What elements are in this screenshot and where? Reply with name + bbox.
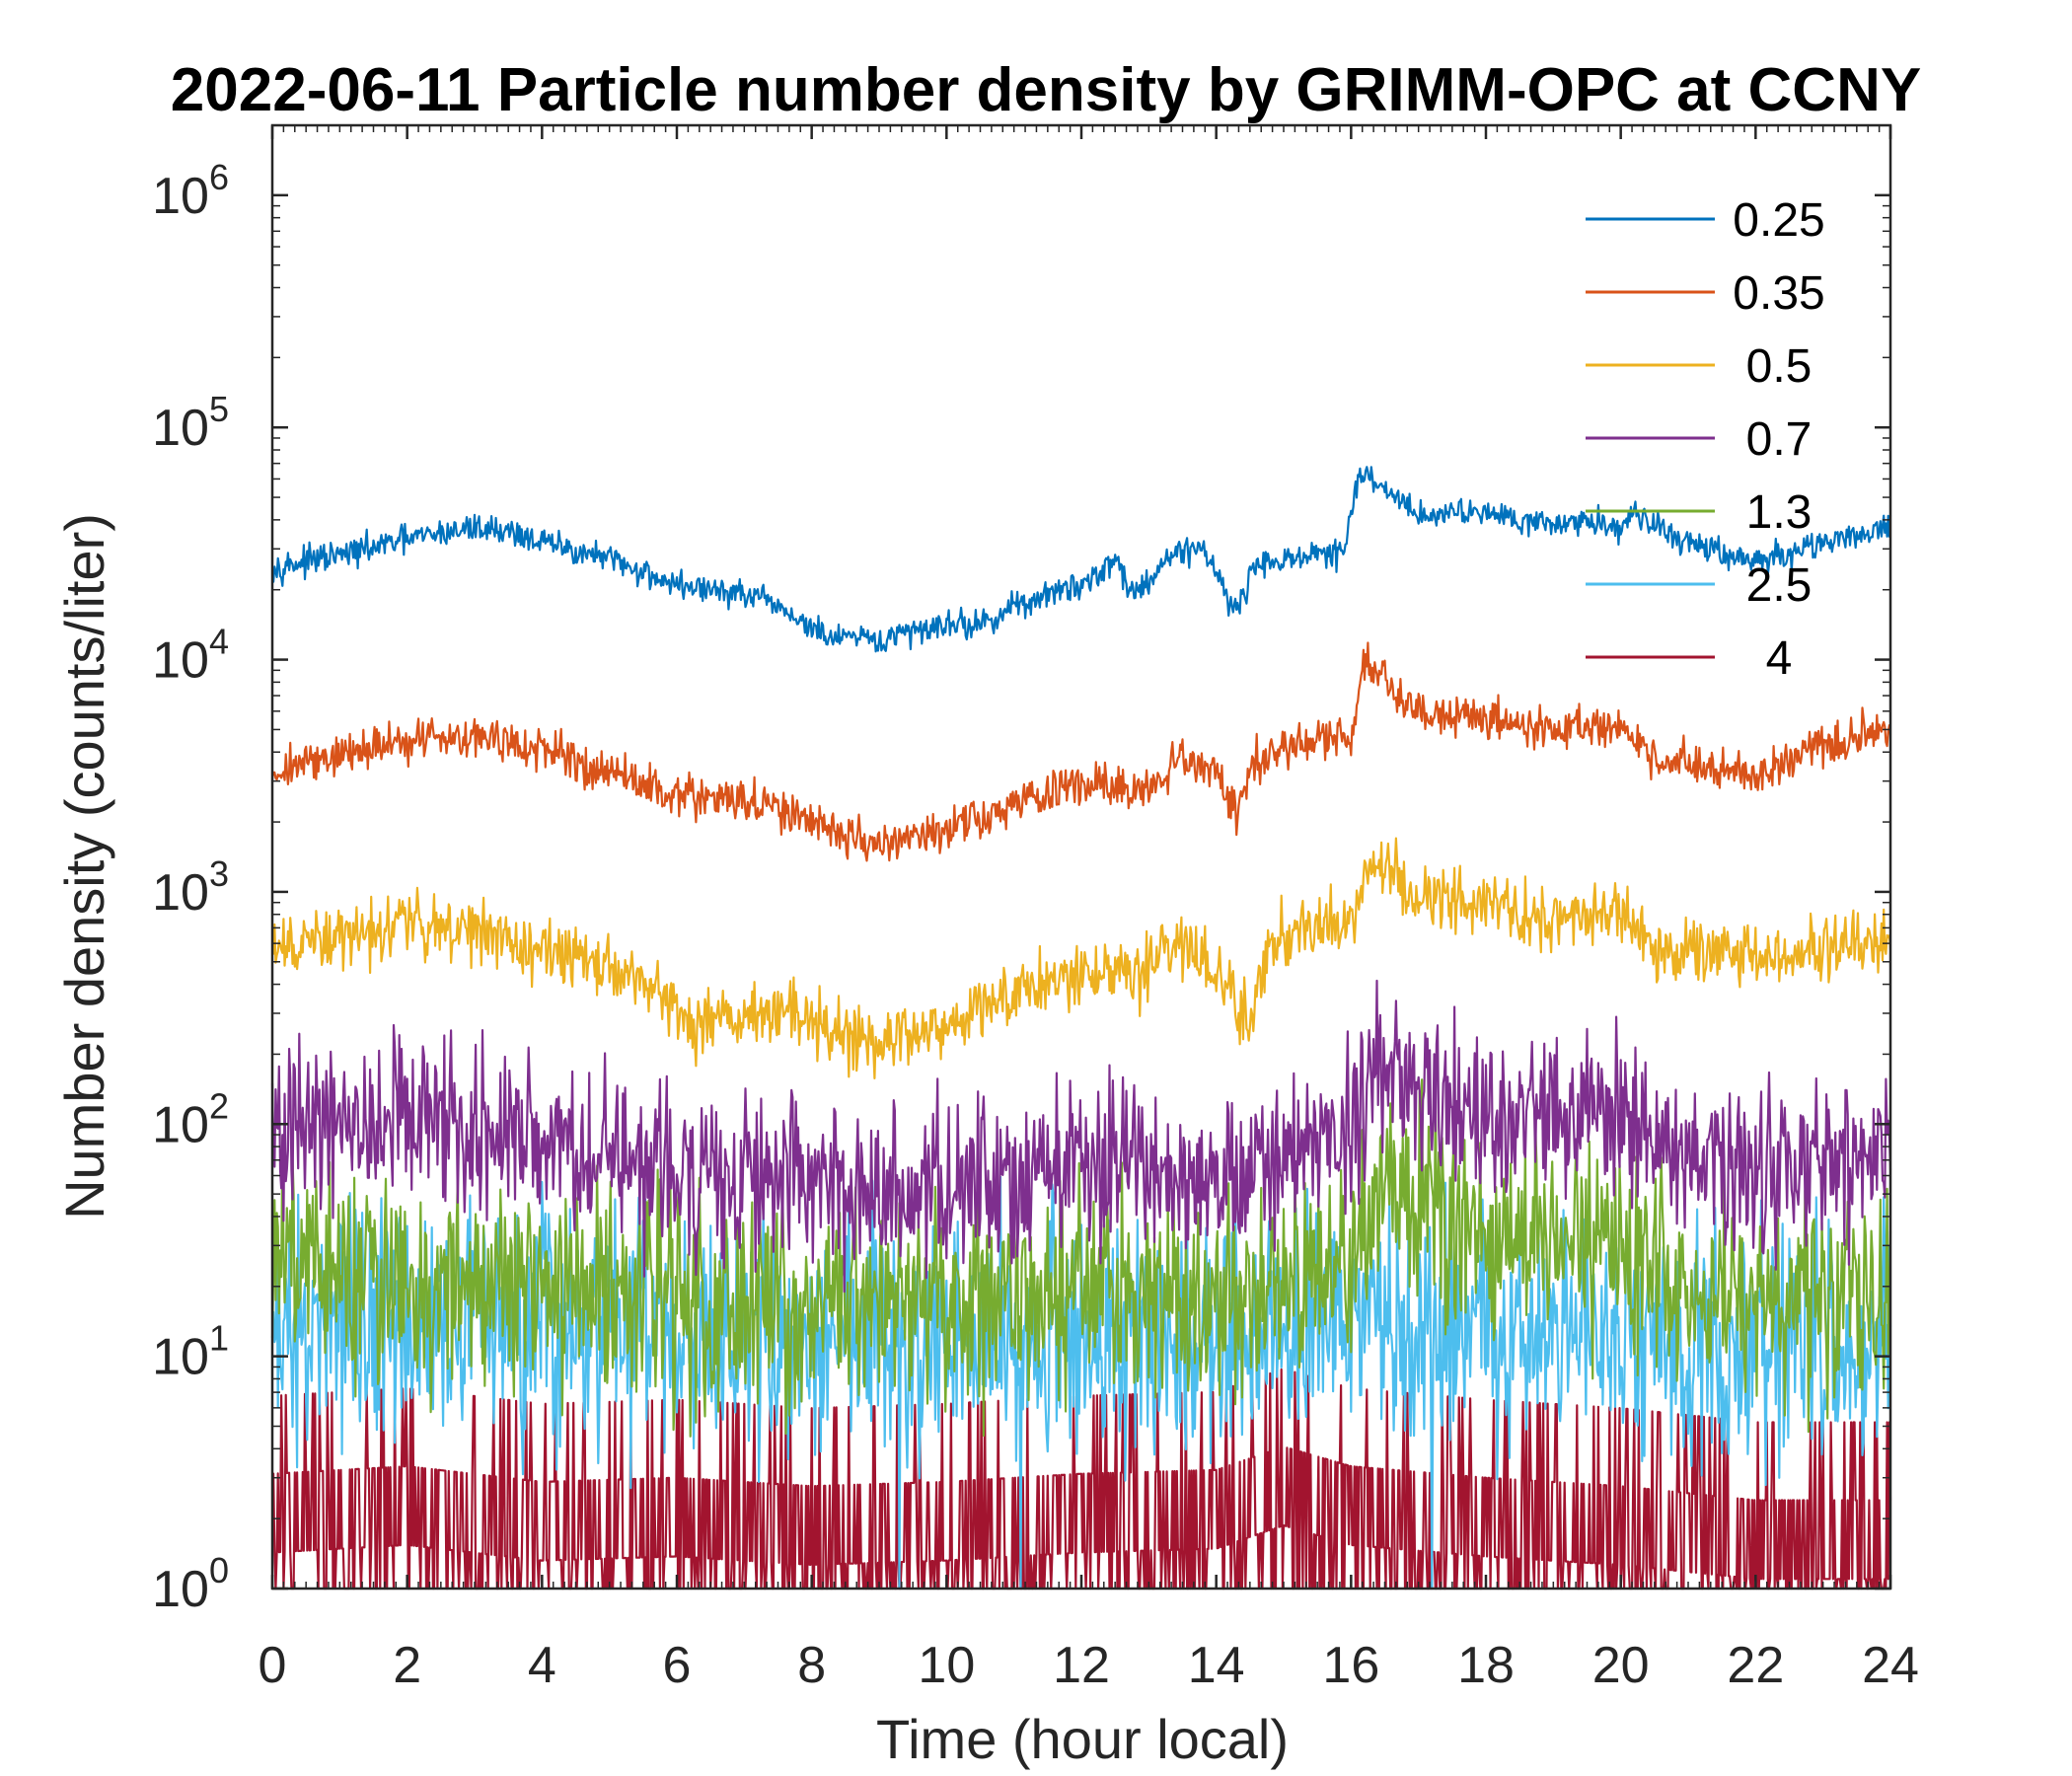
x-axis-label: Time (hour local) <box>876 1708 1289 1770</box>
legend-label: 0.25 <box>1733 194 1824 247</box>
x-tick-label: 16 <box>1322 1637 1379 1694</box>
series-line-0.7 <box>270 979 1892 1294</box>
legend-label: 2.5 <box>1746 559 1813 612</box>
y-tick-label: 105 <box>152 389 229 457</box>
legend-label: 0.35 <box>1733 267 1824 320</box>
y-tick-label: 102 <box>152 1085 229 1153</box>
legend-item-0.25: 0.25 <box>1586 194 1825 247</box>
legend-item-4: 4 <box>1586 632 1792 685</box>
x-tick-label: 6 <box>663 1637 692 1694</box>
x-tick-label: 4 <box>528 1637 556 1694</box>
x-tick-label: 20 <box>1592 1637 1650 1694</box>
legend-item-0.7: 0.7 <box>1586 413 1812 466</box>
y-tick-label: 104 <box>152 622 229 690</box>
legend-label: 0.7 <box>1746 413 1813 466</box>
x-tick-label: 8 <box>797 1637 826 1694</box>
x-tick-label: 2 <box>393 1637 421 1694</box>
tick-label-layer: 0 2 4 6 8 10 12 14 16 18 20 22 241001011021031041051… <box>152 157 1919 1694</box>
chart-title: 2022-06-11 Particle number density by GR… <box>171 56 1921 124</box>
tick-layer <box>270 124 1892 1591</box>
series-layer <box>270 466 1892 1591</box>
series-line-2.5 <box>270 1175 1892 1591</box>
y-tick-label: 100 <box>152 1550 229 1618</box>
legend-item-1.3: 1.3 <box>1586 486 1812 539</box>
y-tick-label: 101 <box>152 1318 229 1386</box>
series-line-0.25 <box>271 466 1892 653</box>
series-line-1.3 <box>270 1078 1892 1438</box>
y-tick-label: 106 <box>152 157 229 225</box>
x-tick-label: 18 <box>1457 1637 1515 1694</box>
x-tick-label: 10 <box>918 1637 975 1694</box>
legend-label: 0.5 <box>1746 340 1813 393</box>
series-line-0.5 <box>270 837 1892 1079</box>
series-line-4 <box>271 1368 1892 1591</box>
legend-item-2.5: 2.5 <box>1586 559 1812 612</box>
legend-label: 4 <box>1766 632 1793 685</box>
x-tick-label: 0 <box>259 1637 287 1694</box>
x-tick-label: 22 <box>1727 1637 1784 1694</box>
legend-item-0.35: 0.35 <box>1586 267 1825 320</box>
legend: 0.25 0.35 0.5 0.7 1.3 2.5 4 <box>1586 194 1825 685</box>
y-tick-label: 103 <box>152 853 229 922</box>
series-line-0.35 <box>270 641 1892 862</box>
x-tick-label: 12 <box>1053 1637 1110 1694</box>
legend-item-0.5: 0.5 <box>1586 340 1812 393</box>
legend-label: 1.3 <box>1746 486 1813 539</box>
x-tick-label: 24 <box>1862 1637 1919 1694</box>
x-tick-label: 14 <box>1188 1637 1245 1694</box>
y-axis-label: Number density (counts/liter) <box>53 513 115 1220</box>
